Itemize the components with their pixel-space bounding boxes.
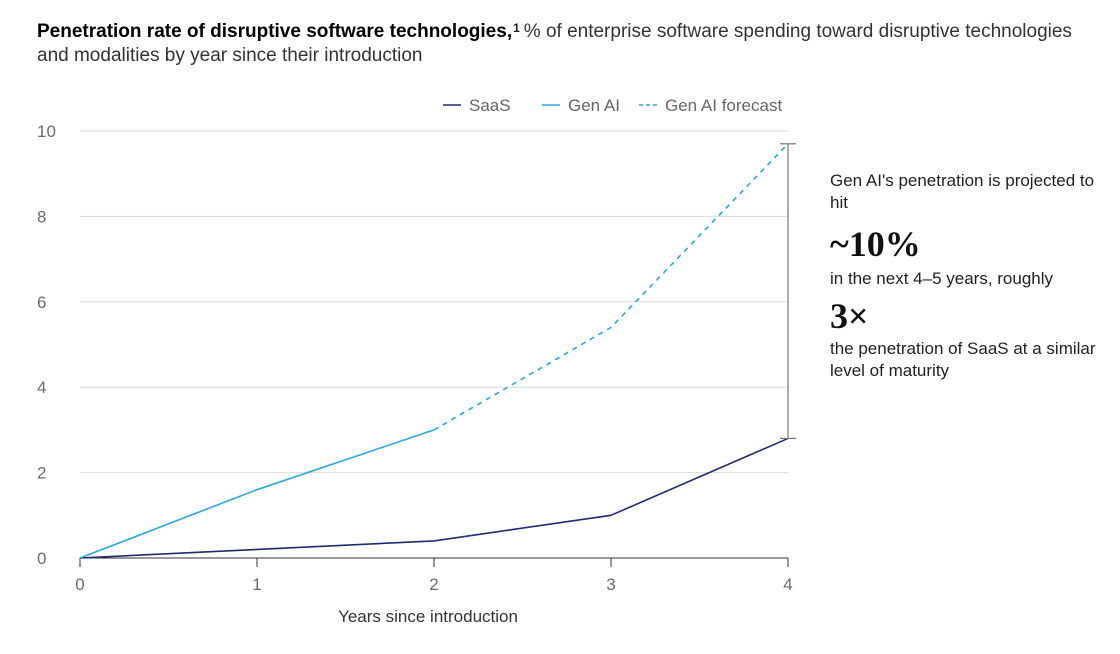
y-tick-label-0: 0 xyxy=(37,549,46,568)
legend-label-saas: SaaS xyxy=(469,96,511,115)
x-tick-label-2: 2 xyxy=(429,575,438,594)
y-tick-label-10: 10 xyxy=(37,122,56,141)
y-axis-ticks: 0 2 4 6 8 10 xyxy=(37,122,56,568)
x-axis: 0 1 2 3 4 xyxy=(75,557,793,594)
comparison-bracket xyxy=(780,143,796,440)
annotation-big-value-2: 3× xyxy=(830,296,869,336)
annotation-line-2: in the next 4–5 years, roughly xyxy=(830,269,1054,288)
x-axis-title: Years since introduction xyxy=(338,607,518,626)
chart-title: Penetration rate of disruptive software … xyxy=(37,21,513,42)
y-tick-label-2: 2 xyxy=(37,464,46,483)
x-tick-label-3: 3 xyxy=(606,575,615,594)
series-line-saas xyxy=(79,437,789,559)
x-tick-label-1: 1 xyxy=(252,575,261,594)
series-line-gen-ai-forecast xyxy=(433,143,789,431)
x-tick-label-4: 4 xyxy=(783,575,792,594)
annotation-line-3: the penetration of SaaS at a similar lev… xyxy=(830,339,1096,380)
annotation-callout: Gen AI's penetration is projected to hit… xyxy=(830,170,1115,382)
footnote-marker: 1 xyxy=(513,21,520,35)
y-tick-label-4: 4 xyxy=(37,378,46,397)
chart-subtitle: % of enterprise software spending toward… xyxy=(37,21,1072,66)
gridlines xyxy=(80,130,788,474)
annotation-big-value-1: ~10% xyxy=(830,224,921,264)
x-tick-label-0: 0 xyxy=(75,575,84,594)
legend: SaaS Gen AI Gen AI forecast xyxy=(443,96,782,115)
series-lines xyxy=(79,143,789,559)
chart-title-block: Penetration rate of disruptive software … xyxy=(37,20,1097,68)
series-line-gen-ai xyxy=(79,429,435,559)
y-tick-label-6: 6 xyxy=(37,293,46,312)
legend-label-gen-ai: Gen AI xyxy=(568,96,620,115)
y-tick-label-8: 8 xyxy=(37,207,46,226)
annotation-line-1: Gen AI's penetration is projected to hit xyxy=(830,171,1095,212)
legend-label-gen-ai-forecast: Gen AI forecast xyxy=(665,96,782,115)
